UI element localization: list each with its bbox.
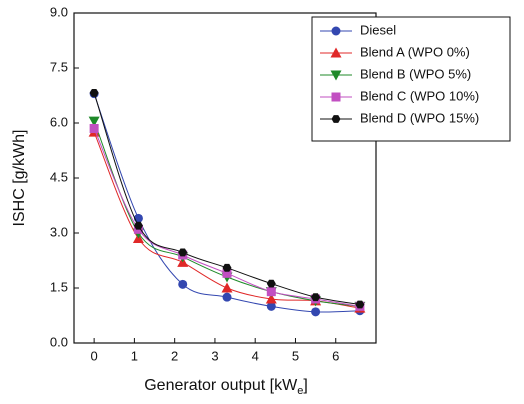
x-tick-label: 0 (91, 348, 98, 363)
legend-label: Diesel (360, 22, 396, 37)
y-tick-label: 6.0 (50, 114, 68, 129)
marker (222, 292, 232, 302)
marker (265, 293, 277, 304)
marker (89, 89, 99, 97)
marker (178, 248, 188, 257)
marker (311, 293, 321, 302)
x-tick-label: 5 (292, 348, 299, 363)
marker (222, 268, 232, 278)
x-tick-label: 1 (131, 348, 138, 363)
legend-label: Blend A (WPO 0%) (360, 44, 470, 59)
x-axis-label: Generator output [kWe] (144, 377, 308, 397)
x-tick-label: 2 (171, 348, 178, 363)
marker (221, 282, 233, 293)
marker (88, 116, 100, 127)
x-tick-label: 3 (211, 348, 218, 363)
marker (133, 221, 143, 230)
y-tick-label: 7.5 (50, 59, 68, 74)
legend-label: Blend C (WPO 10%) (360, 88, 479, 103)
legend-label: Blend D (WPO 15%) (360, 110, 479, 125)
marker (355, 300, 365, 309)
y-tick-label: 4.5 (50, 169, 68, 184)
legend-marker (331, 92, 341, 102)
y-tick-label: 9.0 (50, 4, 68, 19)
y-tick-label: 0.0 (50, 334, 68, 349)
marker (89, 124, 99, 133)
x-axis-label-main: Generator output [kW (144, 377, 298, 394)
marker (222, 263, 232, 272)
y-tick-label: 1.5 (50, 279, 68, 294)
x-axis-label-sub: e (297, 385, 303, 397)
marker (311, 307, 321, 317)
y-tick-label: 3.0 (50, 224, 68, 239)
legend-label: Blend B (WPO 5%) (360, 66, 471, 81)
y-axis-label: ISHC [g/kWh] (11, 130, 28, 227)
x-tick-label: 6 (332, 348, 339, 363)
legend-marker (330, 47, 342, 58)
legend-marker (331, 115, 341, 123)
marker (266, 279, 276, 288)
legend-marker (331, 26, 341, 36)
marker (266, 301, 276, 311)
legend-box (311, 16, 511, 142)
marker (178, 279, 188, 289)
marker (266, 287, 276, 297)
x-axis-label-end: ] (303, 377, 307, 394)
x-tick-label: 4 (252, 348, 259, 363)
legend-marker (330, 70, 342, 81)
